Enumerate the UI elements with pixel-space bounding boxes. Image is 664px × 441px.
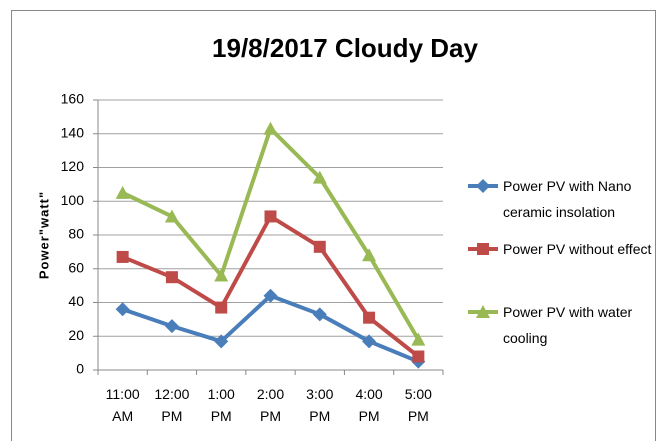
legend-label: Power PV with Nano ceramic insolation	[503, 178, 632, 220]
series-line	[121, 126, 421, 341]
x-tick-label: 12:00 PM	[154, 386, 190, 424]
marker	[164, 319, 179, 334]
y-tick-label: 20	[68, 327, 84, 343]
marker	[264, 210, 277, 223]
marker	[165, 271, 178, 284]
chart-title: 19/8/2017 Cloudy Day	[212, 33, 478, 63]
legend-label: Power PV without effect	[503, 241, 652, 257]
y-tick-label: 120	[61, 158, 85, 174]
y-axis-title: Power"watt"	[36, 191, 51, 279]
y-tick-label: 140	[61, 124, 85, 140]
marker	[477, 243, 489, 255]
marker	[313, 240, 326, 253]
marker	[476, 305, 490, 318]
x-tick-label: 1:00 PM	[207, 386, 235, 424]
series-line	[121, 293, 420, 364]
y-tick-label: 40	[68, 293, 84, 309]
marker	[312, 307, 327, 322]
marker	[476, 179, 490, 193]
marker	[215, 301, 228, 314]
y-tick-label: 0	[76, 361, 84, 377]
marker	[312, 170, 327, 184]
y-tick-label: 60	[68, 259, 84, 275]
y-tick-label: 160	[61, 91, 85, 107]
series-line	[121, 214, 420, 359]
marker	[115, 302, 130, 317]
marker	[115, 185, 130, 199]
x-tick-label: 3:00 PM	[306, 386, 334, 424]
marker	[362, 248, 377, 262]
x-tick-label: 11:00 AM	[105, 386, 140, 424]
marker	[362, 334, 377, 349]
y-tick-label: 80	[68, 226, 84, 242]
marker	[263, 121, 278, 135]
x-tick-label: 5:00 PM	[404, 386, 432, 424]
legend-label: Power PV with water cooling	[503, 304, 633, 346]
x-tick-label: 2:00 PM	[256, 386, 285, 424]
y-tick-label: 100	[61, 192, 85, 208]
marker	[412, 350, 425, 363]
marker	[363, 311, 376, 324]
marker	[263, 288, 278, 303]
marker	[214, 268, 229, 282]
marker	[116, 250, 129, 263]
marker	[214, 334, 229, 349]
marker	[164, 209, 179, 223]
marker	[411, 332, 426, 346]
x-tick-label: 4:00 PM	[355, 386, 383, 424]
chart-border	[11, 10, 656, 441]
